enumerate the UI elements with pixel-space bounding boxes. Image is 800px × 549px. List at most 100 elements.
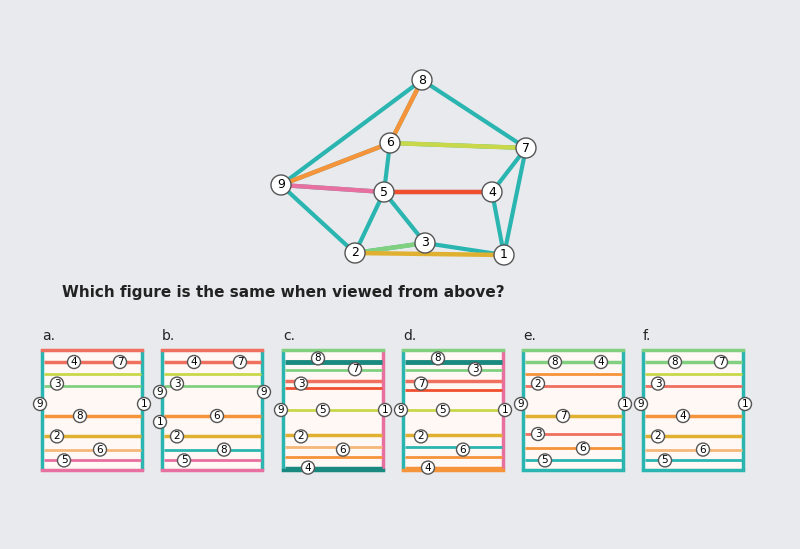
Circle shape <box>114 356 126 368</box>
Text: 8: 8 <box>672 357 678 367</box>
Circle shape <box>380 133 400 153</box>
Text: 3: 3 <box>54 379 60 389</box>
Text: 3: 3 <box>298 379 304 389</box>
Text: 4: 4 <box>680 411 686 421</box>
Circle shape <box>738 397 751 411</box>
Text: c.: c. <box>283 329 295 343</box>
Text: 7: 7 <box>117 357 123 367</box>
Text: 6: 6 <box>700 445 706 455</box>
Circle shape <box>697 443 710 456</box>
Circle shape <box>154 385 166 399</box>
Circle shape <box>234 356 246 368</box>
Text: 1: 1 <box>500 249 508 261</box>
Text: 9: 9 <box>157 387 163 397</box>
Circle shape <box>538 454 551 467</box>
Circle shape <box>669 356 682 368</box>
Text: 2: 2 <box>351 247 359 260</box>
Circle shape <box>498 404 511 417</box>
Circle shape <box>516 138 536 158</box>
Circle shape <box>138 397 150 411</box>
Text: 9: 9 <box>37 399 43 409</box>
Circle shape <box>422 461 434 474</box>
Circle shape <box>457 443 470 456</box>
Circle shape <box>317 404 330 417</box>
Text: 1: 1 <box>622 399 628 409</box>
Circle shape <box>394 404 407 417</box>
Text: 8: 8 <box>77 411 83 421</box>
Circle shape <box>311 352 325 365</box>
Text: 8: 8 <box>314 354 322 363</box>
Circle shape <box>412 70 432 90</box>
Bar <box>403 350 503 470</box>
Text: Which figure is the same when viewed from above?: Which figure is the same when viewed fro… <box>62 285 505 300</box>
Text: 6: 6 <box>386 137 394 149</box>
Text: 3: 3 <box>472 364 478 374</box>
Text: 4: 4 <box>488 186 496 199</box>
Circle shape <box>651 377 665 390</box>
Circle shape <box>258 385 270 399</box>
Text: 7: 7 <box>237 357 243 367</box>
Circle shape <box>634 397 647 411</box>
Bar <box>523 350 623 470</box>
Text: 8: 8 <box>221 445 227 455</box>
Circle shape <box>651 430 665 443</box>
Text: 5: 5 <box>542 456 548 466</box>
Text: 9: 9 <box>277 178 285 192</box>
Circle shape <box>154 416 166 429</box>
Circle shape <box>531 428 545 440</box>
Bar <box>42 350 142 470</box>
Circle shape <box>294 377 307 390</box>
Text: 6: 6 <box>460 445 466 455</box>
Circle shape <box>437 404 450 417</box>
Text: 2: 2 <box>654 432 662 441</box>
Text: 2: 2 <box>298 432 304 441</box>
Text: 9: 9 <box>261 387 267 397</box>
Circle shape <box>345 243 365 263</box>
Circle shape <box>67 356 81 368</box>
Text: 7: 7 <box>352 364 358 374</box>
Bar <box>643 350 743 470</box>
Circle shape <box>431 352 445 365</box>
Text: 1: 1 <box>742 399 748 409</box>
Circle shape <box>594 356 607 368</box>
Circle shape <box>618 397 631 411</box>
Text: 3: 3 <box>534 429 542 439</box>
Circle shape <box>170 430 183 443</box>
Text: 5: 5 <box>61 456 67 466</box>
Circle shape <box>210 410 223 423</box>
Text: 4: 4 <box>190 357 198 367</box>
Circle shape <box>414 430 427 443</box>
Text: 2: 2 <box>418 432 424 441</box>
Text: 9: 9 <box>398 405 404 415</box>
Circle shape <box>658 454 671 467</box>
Text: 7: 7 <box>522 142 530 154</box>
Circle shape <box>557 410 570 423</box>
Circle shape <box>415 233 435 253</box>
Text: 2: 2 <box>54 432 60 441</box>
Circle shape <box>414 377 427 390</box>
Text: 3: 3 <box>421 237 429 249</box>
Text: 4: 4 <box>305 463 311 473</box>
Text: e.: e. <box>523 329 536 343</box>
Circle shape <box>378 404 391 417</box>
Text: 4: 4 <box>425 463 431 473</box>
Circle shape <box>34 397 46 411</box>
Text: 1: 1 <box>157 417 163 427</box>
Circle shape <box>187 356 201 368</box>
Text: 1: 1 <box>382 405 388 415</box>
Text: f.: f. <box>643 329 651 343</box>
Text: 5: 5 <box>320 405 326 415</box>
Text: 5: 5 <box>181 456 187 466</box>
Circle shape <box>337 443 350 456</box>
Circle shape <box>514 397 527 411</box>
Circle shape <box>178 454 190 467</box>
Text: 4: 4 <box>70 357 78 367</box>
Text: 5: 5 <box>380 186 388 199</box>
Text: 7: 7 <box>560 411 566 421</box>
Text: 6: 6 <box>214 411 220 421</box>
Text: d.: d. <box>403 329 416 343</box>
Circle shape <box>94 443 106 456</box>
Text: 8: 8 <box>418 74 426 87</box>
Circle shape <box>349 363 362 376</box>
Text: 9: 9 <box>638 399 644 409</box>
